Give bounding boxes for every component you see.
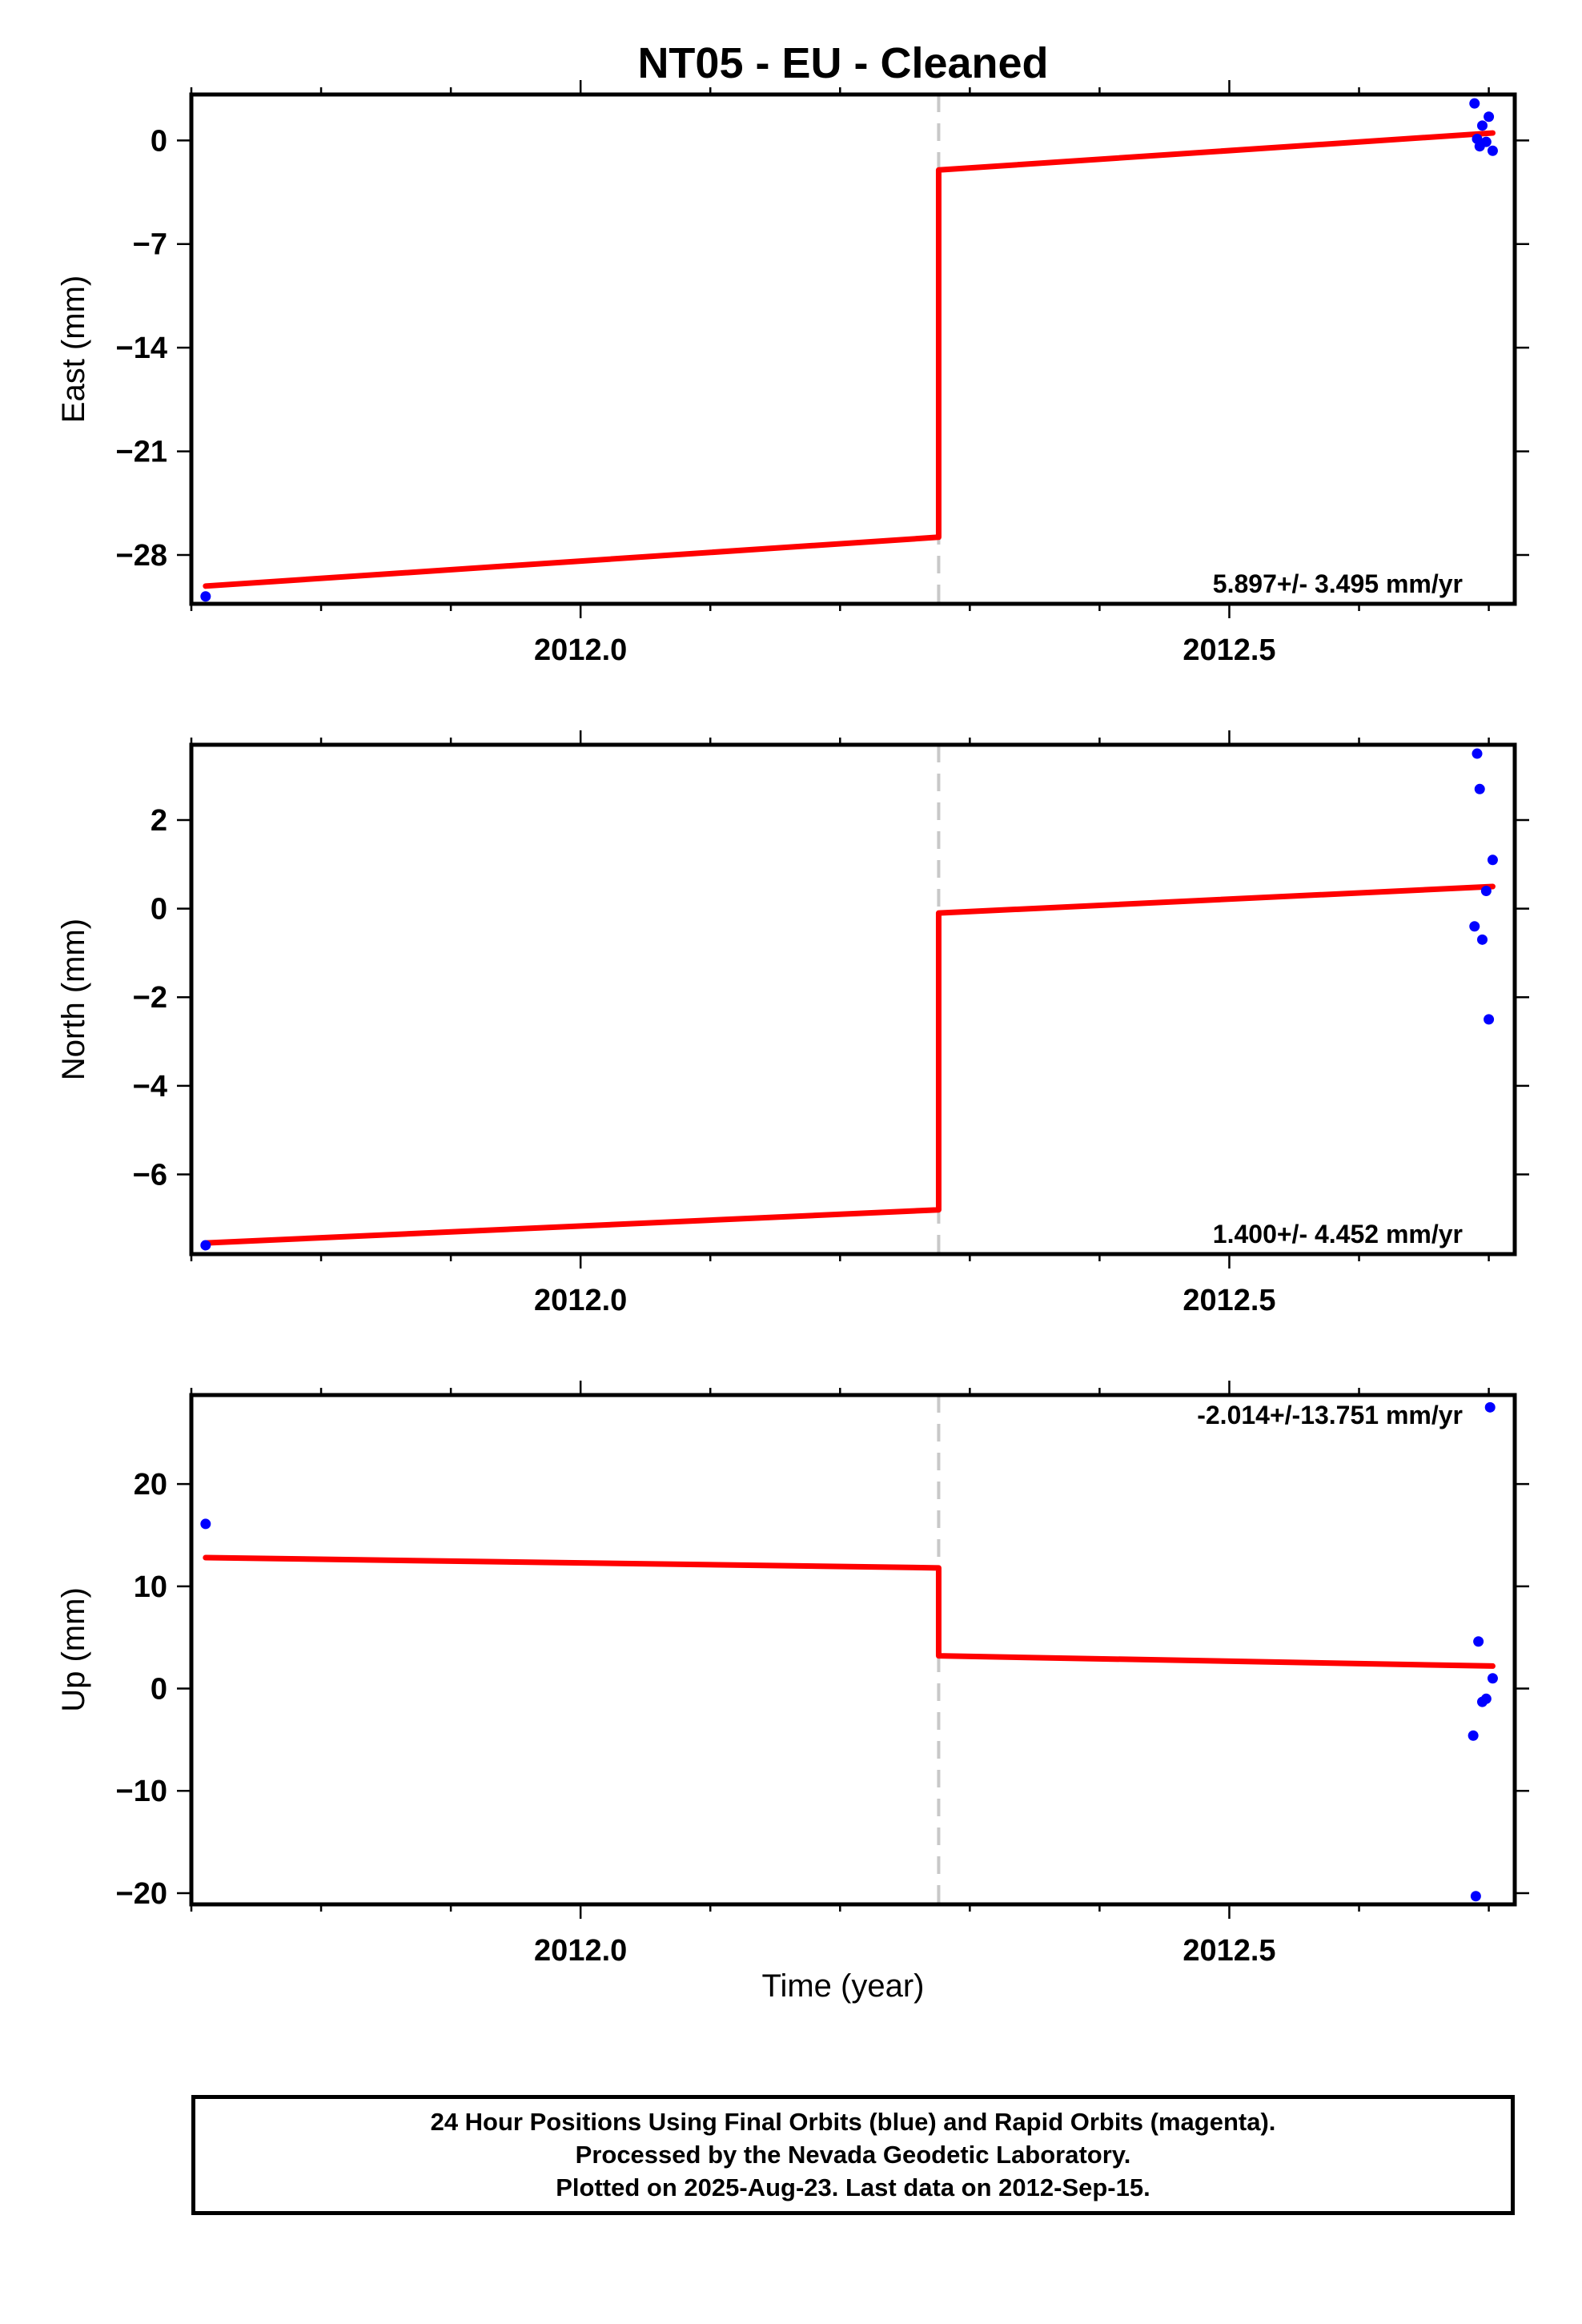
north-data-point: [1472, 748, 1483, 759]
chart-title: NT05 - EU - Cleaned: [637, 39, 1048, 87]
up-plot-frame: [189, 1393, 1517, 1907]
east-panel: 0 −7 −14 −21 −28 2012.0 2012.5 East (mm) 5.897+/…: [56, 80, 1529, 667]
east-y-tick-label: −14: [116, 332, 167, 365]
north-rate-label: 1.400+/- 4.452 mm/yr: [1213, 1220, 1463, 1248]
north-data-point: [200, 1240, 211, 1251]
east-x-tick-label: 2012.5: [1182, 633, 1275, 667]
north-data-point: [1469, 921, 1480, 932]
east-y-tick-label: −21: [116, 436, 167, 469]
east-rate-label: 5.897+/- 3.495 mm/yr: [1213, 569, 1463, 598]
footer-line-processed-by: Processed by the Nevada Geodetic Laborat…: [575, 2141, 1131, 2169]
east-y-axis-label: East (mm): [56, 275, 91, 423]
up-data-point: [1470, 1891, 1481, 1902]
up-data-point: [200, 1518, 211, 1530]
east-y-tick-label: 0: [151, 124, 167, 158]
up-y-tick-label: 20: [134, 1468, 167, 1502]
east-data-point: [200, 591, 211, 602]
north-data-point: [1476, 934, 1488, 945]
footer-caption-box: 24 Hour Positions Using Final Orbits (bl…: [191, 2095, 1515, 2215]
east-y-tick-label: −7: [133, 228, 167, 262]
north-y-axis-label: North (mm): [56, 919, 91, 1080]
up-data-point: [1487, 1673, 1498, 1684]
north-y-tick-label: 2: [151, 804, 167, 838]
north-plot-frame: [189, 742, 1517, 1256]
footer-line-plotted-on: Plotted on 2025-Aug-23. Last data on 201…: [556, 2173, 1150, 2201]
up-data-point: [1480, 1693, 1492, 1704]
east-data-point: [1469, 98, 1480, 109]
up-y-tick-label: 10: [134, 1570, 167, 1604]
up-y-tick-label: −10: [116, 1775, 167, 1808]
up-data-point: [1484, 1401, 1496, 1413]
up-y-tick-label: 0: [151, 1673, 167, 1707]
north-y-tick-label: 0: [151, 893, 167, 927]
footer-line-orbits: 24 Hour Positions Using Final Orbits (bl…: [430, 2108, 1276, 2136]
north-data-point: [1487, 854, 1498, 866]
east-y-tick-label: −28: [116, 539, 167, 573]
up-y-axis-label: Up (mm): [56, 1587, 91, 1712]
chart-panels: 0 −7 −14 −21 −28 2012.0 2012.5 East (mm) 5.897+/…: [56, 80, 1529, 1968]
up-rate-label: -2.014+/-13.751 mm/yr: [1197, 1401, 1463, 1429]
east-x-tick-label: 2012.0: [534, 633, 627, 667]
up-x-tick-label: 2012.0: [534, 1934, 627, 1968]
north-y-tick-label: −4: [133, 1070, 167, 1104]
east-data-point: [1487, 145, 1498, 156]
up-x-tick-label: 2012.5: [1182, 1934, 1275, 1968]
north-x-tick-label: 2012.0: [534, 1284, 627, 1317]
x-axis-label: Time (year): [762, 1968, 925, 2004]
up-y-tick-label: −20: [116, 1877, 167, 1911]
up-model-line: [203, 1554, 1496, 1669]
east-data-point: [1480, 136, 1492, 147]
east-model-line: [203, 130, 1496, 589]
north-x-tick-label: 2012.5: [1182, 1284, 1275, 1317]
north-panel: 2 0 −2 −4 −6 2012.0 2012.5 North (mm) 1.400+/- 4…: [56, 730, 1529, 1317]
up-data-point: [1468, 1730, 1479, 1741]
north-y-tick-label: −2: [133, 981, 167, 1015]
up-panel: 20 10 0 −10 −20 2012.0 2012.5 Up (mm) -2.014+/-1…: [56, 1381, 1529, 1968]
north-y-tick-label: −6: [133, 1158, 167, 1192]
east-plot-frame: [189, 92, 1517, 606]
north-model-line: [203, 883, 1496, 1246]
east-data-point: [1476, 120, 1488, 131]
north-data-point: [1474, 783, 1485, 794]
north-data-point: [1480, 886, 1492, 897]
north-data-point: [1484, 1014, 1495, 1025]
up-data-point: [1473, 1636, 1484, 1647]
east-data-point: [1484, 111, 1495, 123]
